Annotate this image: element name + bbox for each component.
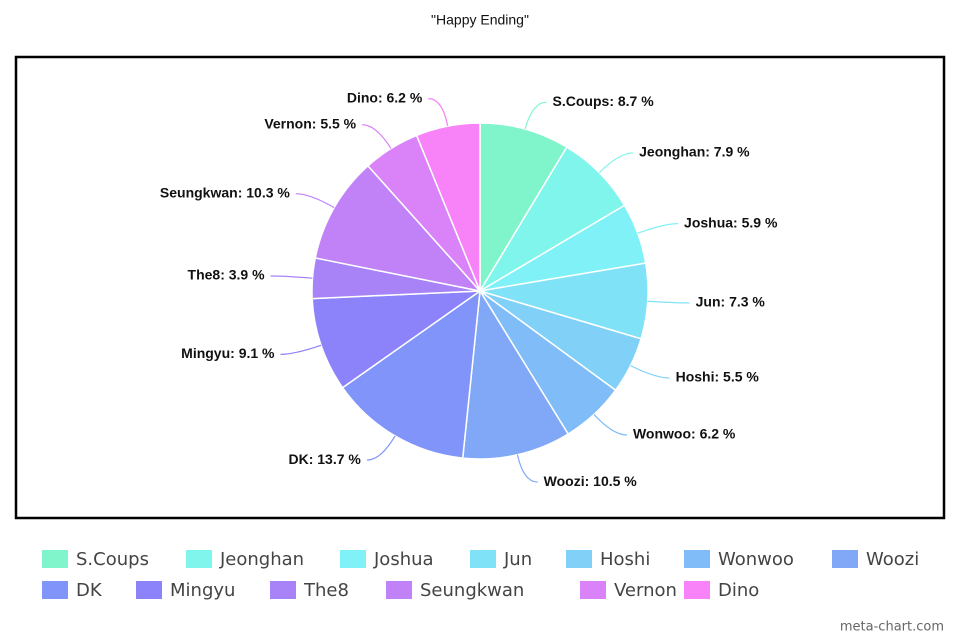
data-label: Joshua: 5.9 % bbox=[684, 214, 778, 230]
leader-line bbox=[647, 300, 690, 304]
legend-swatch bbox=[684, 550, 710, 568]
legend-label: DK bbox=[76, 580, 103, 601]
legend-swatch bbox=[684, 581, 710, 599]
pie-slice bbox=[461, 288, 570, 460]
legend-label: Mingyu bbox=[170, 580, 235, 601]
legend-label: Joshua bbox=[373, 549, 434, 570]
chart-title: "Happy Ending" bbox=[431, 12, 529, 28]
legend-label: Wonwoo bbox=[718, 549, 794, 570]
leader-line bbox=[280, 344, 322, 355]
pie-slice bbox=[415, 122, 481, 292]
data-label: Seungkwan: 10.3 % bbox=[160, 184, 290, 200]
data-label: S.Coups: 8.7 % bbox=[553, 93, 655, 109]
leader-line bbox=[428, 98, 449, 127]
legend-swatch bbox=[580, 581, 606, 599]
leader-line bbox=[630, 365, 670, 379]
leader-line bbox=[295, 193, 335, 209]
legend-swatch bbox=[386, 581, 412, 599]
legend-label: Dino bbox=[718, 580, 759, 601]
data-label: Jeonghan: 7.9 % bbox=[639, 144, 750, 160]
legend-label: Jeonghan bbox=[219, 549, 304, 570]
legend-swatch bbox=[136, 581, 162, 599]
legend-label: Hoshi bbox=[600, 549, 650, 570]
data-label: Wonwoo: 6.2 % bbox=[633, 426, 736, 442]
legend-swatch bbox=[42, 550, 68, 568]
leader-line bbox=[593, 414, 627, 436]
legend-swatch bbox=[832, 550, 858, 568]
data-label: DK: 13.7 % bbox=[288, 451, 361, 467]
leader-line bbox=[637, 223, 679, 234]
data-label: Mingyu: 9.1 % bbox=[181, 345, 275, 361]
data-label: Hoshi: 5.5 % bbox=[676, 369, 760, 385]
leader-line bbox=[362, 124, 392, 149]
data-label: Woozi: 10.5 % bbox=[544, 473, 638, 489]
pie-slice bbox=[479, 122, 568, 294]
plot-frame bbox=[14, 55, 946, 520]
legend-swatch bbox=[186, 550, 212, 568]
legend-swatch bbox=[470, 550, 496, 568]
data-label: Jun: 7.3 % bbox=[696, 294, 766, 310]
legend-label: The8 bbox=[303, 580, 349, 601]
leader-line bbox=[516, 454, 538, 483]
data-label: Dino: 6.2 % bbox=[347, 89, 423, 105]
legend-swatch bbox=[566, 550, 592, 568]
legend-label: Seungkwan bbox=[420, 580, 524, 601]
legend-label: Woozi bbox=[866, 549, 919, 570]
data-label: Vernon: 5.5 % bbox=[264, 115, 356, 131]
pie-slice bbox=[341, 289, 481, 459]
legend-swatch bbox=[42, 581, 68, 599]
leader-line bbox=[524, 101, 547, 130]
legend-label: Jun bbox=[503, 549, 532, 570]
legend-label: Vernon bbox=[614, 580, 677, 601]
watermark: meta-chart.com bbox=[840, 620, 944, 635]
legend-swatch bbox=[340, 550, 366, 568]
pie-slice bbox=[311, 290, 483, 389]
data-label: The8: 3.9 % bbox=[188, 267, 266, 283]
legend-swatch bbox=[270, 581, 296, 599]
leader-line bbox=[366, 435, 396, 461]
legend-label: S.Coups bbox=[76, 549, 149, 570]
leader-line bbox=[270, 275, 313, 279]
leader-line bbox=[598, 152, 634, 174]
